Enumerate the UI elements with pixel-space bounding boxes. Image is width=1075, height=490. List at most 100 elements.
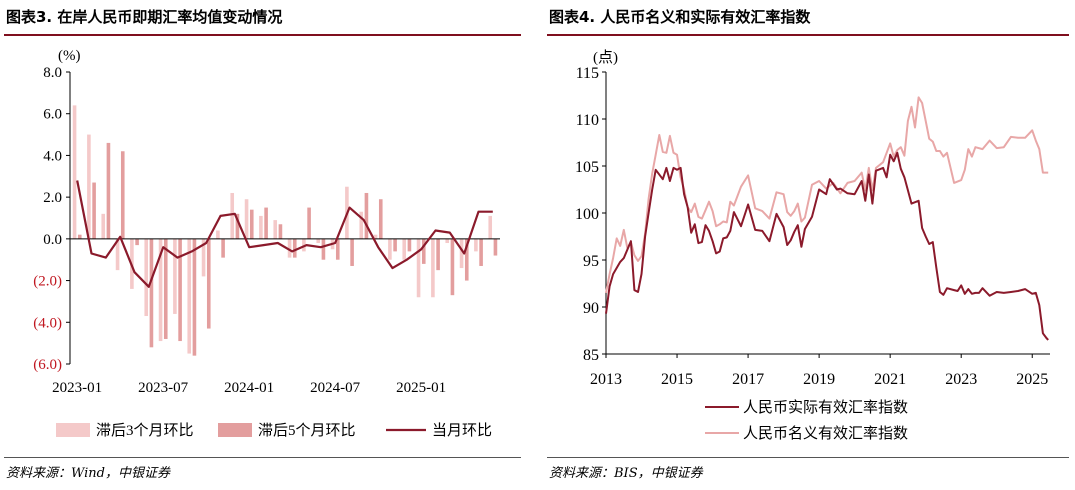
- right-x-tick-label: 2023: [945, 371, 977, 388]
- right-x-tick-label: 2015: [661, 371, 693, 388]
- right-y-tick-label: 115: [576, 65, 599, 82]
- left-bar-lag5: [436, 238, 440, 271]
- left-bar-lag5: [106, 142, 111, 239]
- left-bar-lag3: [216, 230, 220, 239]
- left-bar-lag5: [493, 238, 498, 256]
- right-x-tick-label: 2025: [1016, 371, 1048, 388]
- left-y-tick-label: (4.0): [33, 315, 62, 331]
- left-bar-lag5: [120, 151, 125, 239]
- left-bar-lag5: [450, 238, 455, 296]
- left-x-tick-label: 2023-01: [52, 380, 102, 396]
- left-bar-lag5: [321, 238, 326, 260]
- left-bar-lag3: [459, 238, 464, 269]
- left-legend-label: 当月环比: [432, 422, 492, 439]
- right-x-tick-label: 2021: [874, 371, 906, 388]
- left-bar-lag5: [350, 238, 354, 266]
- left-bar-lag5: [307, 207, 311, 239]
- left-bar-lag3: [158, 238, 163, 342]
- left-x-tick-label: 2025-01: [396, 380, 446, 396]
- left-bar-lag5: [464, 238, 469, 281]
- left-source-rule: [4, 457, 521, 458]
- left-y-tick-label: 8.0: [43, 65, 62, 81]
- left-bar-lag3: [115, 238, 120, 271]
- left-bar-lag3: [316, 238, 321, 244]
- left-bar-lag3: [173, 238, 177, 314]
- right-x-tick-label: 2013: [590, 371, 622, 388]
- left-bar-lag5: [135, 238, 139, 246]
- left-bar-lag5: [249, 209, 254, 239]
- right-y-tick-label: 90: [583, 300, 599, 317]
- right-legend-label: 人民币实际有效汇率指数: [743, 399, 908, 416]
- right-y-tick-label: 110: [576, 112, 599, 129]
- left-bar-lag3: [359, 211, 364, 239]
- left-bar-lag5: [149, 238, 154, 348]
- left-bar-lag3: [259, 215, 263, 239]
- right-line-nominal: [605, 96, 1049, 294]
- left-bar-lag5: [407, 238, 412, 252]
- left-bar-lag3: [87, 134, 91, 239]
- right-x-tick-label: 2019: [803, 371, 835, 388]
- left-bar-lag5: [163, 238, 168, 339]
- left-x-tick-label: 2024-07: [310, 380, 360, 396]
- right-chart-panel: 图表4. 人民币名义和实际有效汇率指数 85 90 95 100 105 110 115 (点…: [543, 0, 1075, 490]
- left-y-tick-label: (2.0): [33, 274, 62, 290]
- left-bar-lag3: [101, 213, 106, 239]
- left-bar-lag5: [192, 238, 197, 356]
- left-y-tick-label: 4.0: [43, 148, 62, 164]
- left-bar-lag5: [292, 238, 297, 258]
- left-bar-lag3: [431, 238, 435, 298]
- left-bar-lag5: [421, 238, 426, 264]
- left-bar-lag3: [488, 215, 493, 239]
- left-line-current-month: [76, 180, 493, 288]
- left-bar-lag5: [221, 238, 225, 258]
- left-bar-lag5: [278, 224, 283, 239]
- right-source-rule: [547, 457, 1069, 458]
- left-title-rule: [4, 34, 521, 36]
- left-bar-lag5: [206, 238, 211, 329]
- right-title-rule: [547, 34, 1069, 36]
- left-bar-lag3: [402, 238, 407, 260]
- left-legend-label: 滞后5个月环比: [258, 422, 356, 439]
- left-legend-label: 滞后3个月环比: [96, 422, 194, 439]
- right-y-tick-label: 105: [575, 159, 599, 176]
- right-source-note: 资料来源：BIS，中银证券: [549, 466, 703, 481]
- left-chart-title: 图表3. 在岸人民币即期汇率均值变动情况: [6, 8, 283, 26]
- left-bar-lag5: [178, 238, 182, 342]
- left-bar-lag5: [378, 199, 383, 239]
- left-bar-lag5: [479, 238, 483, 266]
- left-bar-lag5: [264, 207, 268, 239]
- left-chart-panel: 图表3. 在岸人民币即期汇率均值变动情况 8.0 6.0 4.0 2.0 0.0 (2.0…: [0, 0, 525, 490]
- right-chart-title: 图表4. 人民币名义和实际有效汇率指数: [549, 8, 811, 26]
- left-bar-lag3: [388, 238, 392, 260]
- left-y-tick-label: 2.0: [43, 190, 62, 206]
- left-bar-lag3: [244, 199, 249, 239]
- left-bar-lag3: [144, 238, 149, 317]
- right-chart-svg: 85 90 95 100 105 110 115(点) 2013 2015 2017 2019 202…: [575, 49, 1050, 442]
- left-bar-lag5: [77, 234, 82, 239]
- left-y-tick-label: 0.0: [43, 232, 62, 248]
- left-source-note: 资料来源：Wind，中银证券: [6, 466, 170, 481]
- left-bar-lag5: [235, 213, 240, 239]
- left-y-tick-label: (6.0): [33, 357, 62, 373]
- left-x-tick-label: 2024-01: [224, 380, 274, 396]
- right-y-tick-label: 85: [583, 347, 599, 364]
- right-unit-label: (点): [593, 49, 618, 66]
- left-bar-lag3: [416, 238, 421, 298]
- right-line-real: [605, 151, 1049, 341]
- left-bar-lag5: [364, 192, 369, 239]
- right-y-tick-label: 95: [583, 253, 599, 270]
- left-bar-lag3: [72, 105, 77, 239]
- left-chart-svg: 8.0 6.0 4.0 2.0 0.0 (2.0) (4.0) (6.0) (%) 2023-01…: [33, 48, 500, 439]
- left-legend-swatch: [218, 423, 252, 437]
- left-bar-lag3: [201, 238, 206, 277]
- left-bar-lag5: [335, 238, 340, 260]
- left-bar-lag3: [273, 220, 278, 239]
- left-bar-lag5: [92, 182, 96, 239]
- left-x-tick-label: 2023-07: [138, 380, 188, 396]
- left-bar-lag3: [230, 192, 235, 239]
- left-bar-lag5: [393, 238, 397, 252]
- left-bar-lag3: [474, 238, 478, 252]
- left-y-tick-label: 6.0: [43, 107, 62, 123]
- right-legend-label: 人民币名义有效汇率指数: [743, 425, 908, 442]
- left-bar-lag3: [287, 238, 292, 258]
